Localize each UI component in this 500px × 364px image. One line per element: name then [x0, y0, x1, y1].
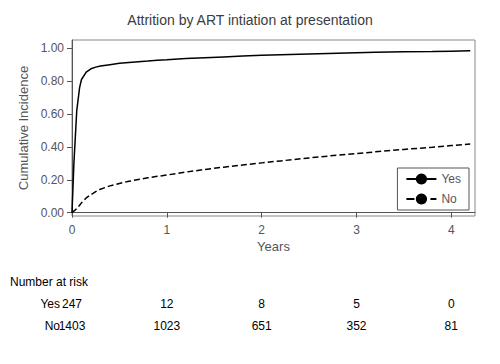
svg-text:Yes: Yes — [40, 297, 60, 311]
svg-text:247: 247 — [62, 297, 82, 311]
svg-text:0.80: 0.80 — [41, 74, 65, 88]
svg-text:651: 651 — [252, 319, 272, 333]
svg-text:3: 3 — [353, 223, 360, 237]
svg-text:5: 5 — [353, 297, 360, 311]
svg-text:Years: Years — [257, 239, 290, 254]
svg-text:1023: 1023 — [153, 319, 180, 333]
svg-text:4: 4 — [448, 223, 455, 237]
svg-text:No: No — [44, 319, 60, 333]
svg-text:8: 8 — [258, 297, 265, 311]
svg-text:1403: 1403 — [59, 319, 86, 333]
svg-text:Number at risk: Number at risk — [10, 275, 89, 289]
svg-text:352: 352 — [346, 319, 366, 333]
svg-text:0.20: 0.20 — [41, 173, 65, 187]
svg-text:0: 0 — [448, 297, 455, 311]
svg-text:0.00: 0.00 — [41, 206, 65, 220]
svg-text:No: No — [441, 192, 457, 206]
svg-text:0.40: 0.40 — [41, 140, 65, 154]
svg-text:Yes: Yes — [441, 172, 461, 186]
svg-text:Attrition by ART intiation at: Attrition by ART intiation at presentati… — [127, 12, 372, 28]
svg-text:2: 2 — [258, 223, 265, 237]
svg-text:1.00: 1.00 — [41, 41, 65, 55]
svg-text:Cumulative Incidence: Cumulative Incidence — [16, 66, 31, 190]
svg-text:1: 1 — [163, 223, 170, 237]
svg-text:0: 0 — [69, 223, 76, 237]
svg-text:81: 81 — [445, 319, 459, 333]
svg-text:0.60: 0.60 — [41, 107, 65, 121]
svg-text:12: 12 — [160, 297, 174, 311]
